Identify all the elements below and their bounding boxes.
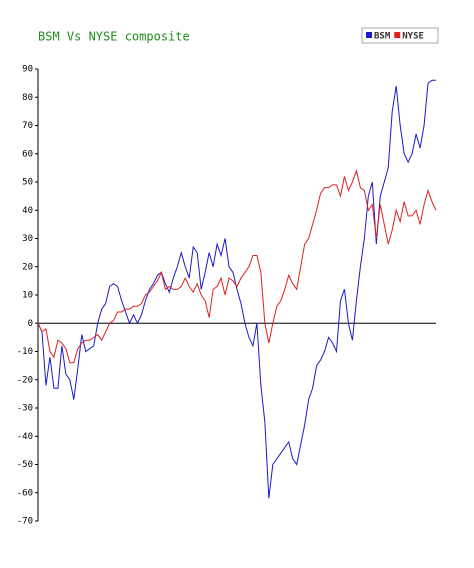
y-tick-label: 20 (22, 262, 33, 272)
y-tick-label: -70 (17, 517, 33, 527)
y-tick-label: -40 (17, 432, 33, 442)
legend-swatch (366, 32, 372, 38)
y-tick-label: 30 (22, 234, 33, 244)
y-tick-label: 70 (22, 121, 33, 131)
series-line (37, 168, 437, 364)
y-tick-label: 60 (22, 149, 33, 159)
y-tick-label: 40 (22, 206, 33, 216)
y-tick-label: -60 (17, 488, 33, 498)
legend-label: NYSE (402, 32, 424, 42)
y-tick-label: -50 (17, 460, 33, 470)
legend-label: BSM (374, 32, 391, 42)
y-tick-label: 10 (22, 291, 33, 301)
y-tick-label: -10 (17, 347, 33, 357)
y-tick-label: 90 (22, 65, 33, 75)
chart-title: BSM Vs NYSE composite (38, 30, 190, 44)
legend-swatch (394, 32, 401, 38)
y-tick-label: -20 (17, 375, 33, 385)
y-tick-label: 0 (28, 319, 33, 329)
series-line (37, 79, 436, 499)
y-tick-label: 50 (22, 178, 33, 188)
y-tick-label: 80 (22, 93, 33, 103)
y-tick-label: -30 (17, 404, 33, 414)
